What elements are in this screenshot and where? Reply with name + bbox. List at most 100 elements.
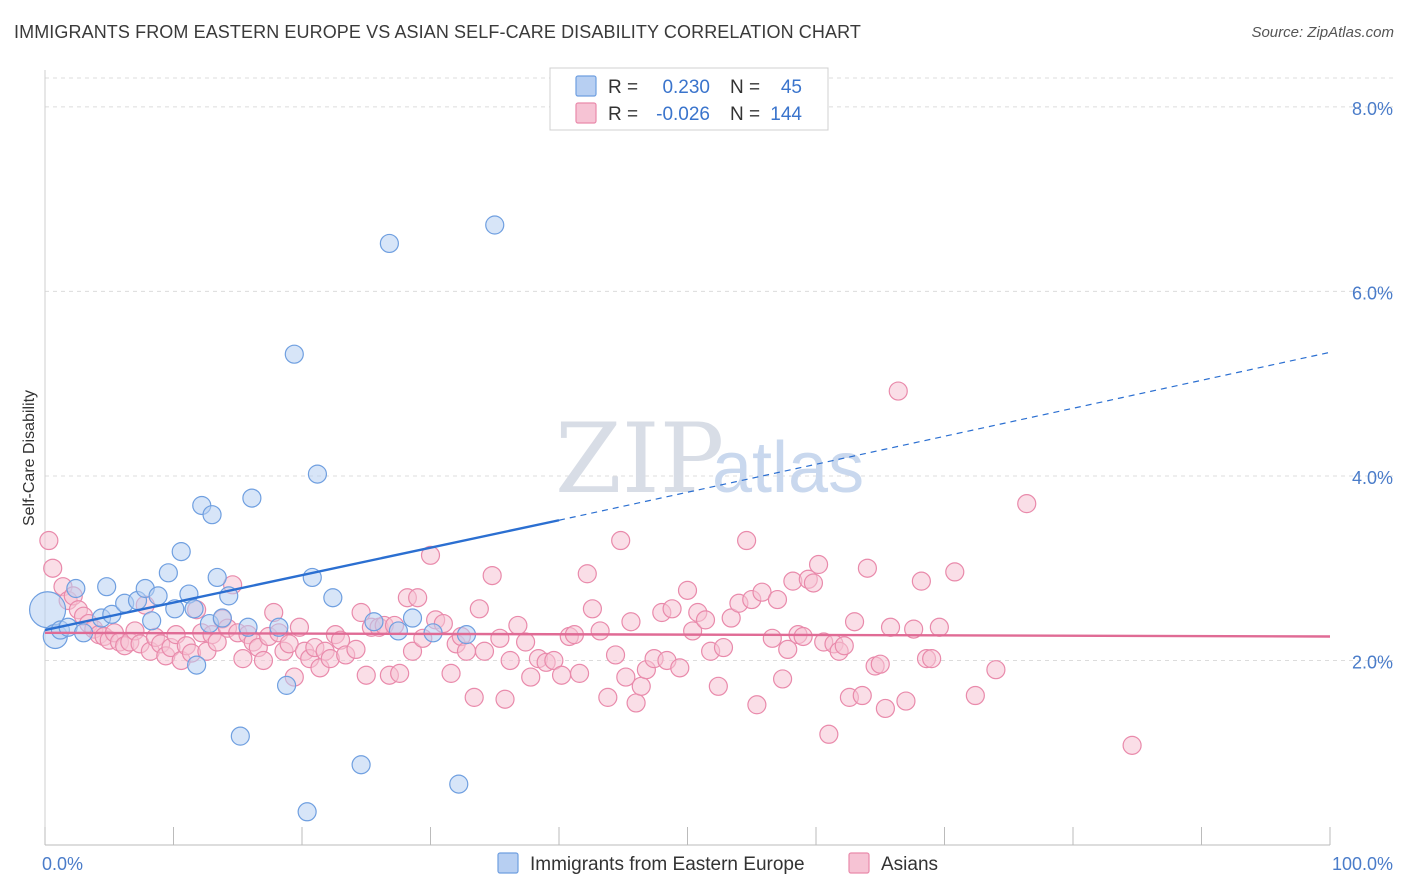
pink-point-60: [356, 665, 376, 685]
watermark-atlas: atlas: [712, 428, 864, 508]
pink-point-127: [778, 639, 798, 660]
blue-point-26: [230, 726, 250, 746]
pink-point-77: [456, 641, 477, 661]
pink-point-144: [870, 654, 890, 674]
y-tick-label-4: 4.0%: [1352, 468, 1393, 488]
pink-point-135: [819, 724, 839, 744]
pink-point-100: [611, 530, 631, 551]
pink-point-110: [670, 658, 690, 678]
pink-point-99: [605, 645, 626, 665]
pink-point-1: [43, 558, 63, 578]
blue-point-34: [307, 464, 328, 484]
pink-point-124: [762, 628, 782, 648]
blue-point-4: [66, 578, 86, 599]
legend-r-value-blue: 0.230: [662, 77, 710, 98]
pink-point-141: [852, 685, 872, 706]
legend-n-label-blue: N =: [730, 77, 760, 98]
pink-point-133: [808, 554, 829, 575]
pink-point-118: [721, 608, 741, 628]
pink-point-150: [911, 571, 931, 591]
legend-swatch-pink: [575, 102, 597, 124]
blue-point-36: [351, 755, 371, 775]
pink-point-109: [662, 599, 682, 619]
legend-box: R = 0.230 N = 45 R = -0.026 N = 144: [549, 67, 829, 131]
pink-point-156: [986, 660, 1006, 680]
series-eastern-europe-points: [28, 215, 505, 822]
blue-point-27: [238, 617, 258, 637]
legend-r-label-pink: R =: [608, 104, 638, 125]
pink-point-111: [677, 580, 698, 600]
blue-point-38: [379, 233, 399, 254]
legend-n-value-pink: 144: [770, 104, 802, 125]
blue-point-19: [187, 655, 207, 675]
pink-point-101: [616, 667, 636, 687]
axes: [44, 70, 1331, 846]
pink-point-138: [834, 636, 854, 656]
pink-point-90: [544, 650, 564, 671]
pink-point-120: [737, 530, 757, 551]
blue-point-7: [97, 577, 117, 597]
bottom-legend-label-pink: Asians: [881, 854, 938, 875]
legend-r-label-blue: R =: [608, 77, 638, 98]
x-tick-labels: 0.0% 100.0%: [42, 854, 1393, 874]
pink-point-58: [346, 639, 366, 660]
pink-point-157: [1017, 494, 1037, 514]
x-tick-label-0: 0.0%: [42, 854, 83, 874]
bottom-legend: Immigrants from Eastern Europe Asians: [497, 852, 938, 875]
pink-point-114: [695, 610, 716, 630]
pink-point-96: [582, 599, 603, 619]
bottom-legend-swatch-blue: [497, 852, 519, 874]
y-tick-label-8: 8.0%: [1352, 99, 1393, 119]
pink-point-98: [598, 687, 618, 707]
blue-point-23: [207, 567, 227, 588]
pink-point-147: [888, 381, 908, 401]
x-tick-label-100: 100.0%: [1332, 854, 1393, 874]
pink-point-132: [803, 573, 824, 593]
y-tick-label-2: 2.0%: [1352, 652, 1393, 672]
pink-point-81: [482, 565, 502, 586]
pink-point-102: [621, 612, 641, 632]
pink-point-158: [1122, 735, 1142, 755]
source-label: Source: ZipAtlas.com: [1251, 24, 1394, 41]
pink-point-154: [945, 562, 965, 582]
pink-point-74: [441, 663, 461, 683]
pink-trend-line: [44, 631, 1331, 638]
blue-point-12: [142, 611, 162, 631]
pink-point-87: [521, 667, 541, 687]
pink-point-82: [490, 628, 510, 648]
pink-point-68: [402, 641, 423, 661]
blue-point-18: [184, 599, 204, 619]
pink-point-152: [922, 649, 942, 669]
pink-point-123: [752, 582, 772, 602]
pink-point-153: [929, 617, 949, 637]
blue-point-39: [388, 621, 408, 641]
gridlines: [45, 77, 1395, 661]
pink-point-41: [253, 650, 274, 671]
blue-point-22: [202, 505, 222, 525]
pink-point-103: [626, 693, 646, 713]
pink-point-48: [289, 617, 310, 637]
pink-point-79: [469, 599, 489, 619]
legend-swatch-blue: [575, 75, 597, 97]
pink-point-86: [515, 632, 536, 652]
pink-point-149: [904, 619, 924, 639]
y-tick-labels: 2.0% 4.0% 6.0% 8.0%: [1352, 99, 1393, 673]
blue-point-31: [284, 344, 304, 364]
pink-point-97: [590, 621, 610, 641]
pink-point-122: [747, 695, 767, 715]
pink-point-80: [474, 641, 495, 661]
bottom-legend-swatch-pink: [848, 852, 870, 874]
blue-point-13: [148, 586, 168, 606]
pink-point-142: [857, 558, 878, 578]
chart-title: IMMIGRANTS FROM EASTERN EUROPE VS ASIAN …: [14, 22, 861, 42]
pink-point-155: [965, 685, 985, 706]
pink-point-0: [39, 530, 59, 551]
pink-point-46: [279, 634, 299, 654]
pink-point-83: [495, 689, 515, 709]
pink-point-94: [569, 663, 590, 683]
blue-point-30: [276, 675, 297, 695]
blue-point-37: [364, 612, 384, 632]
pink-point-148: [896, 691, 916, 711]
pink-point-104: [631, 676, 651, 696]
